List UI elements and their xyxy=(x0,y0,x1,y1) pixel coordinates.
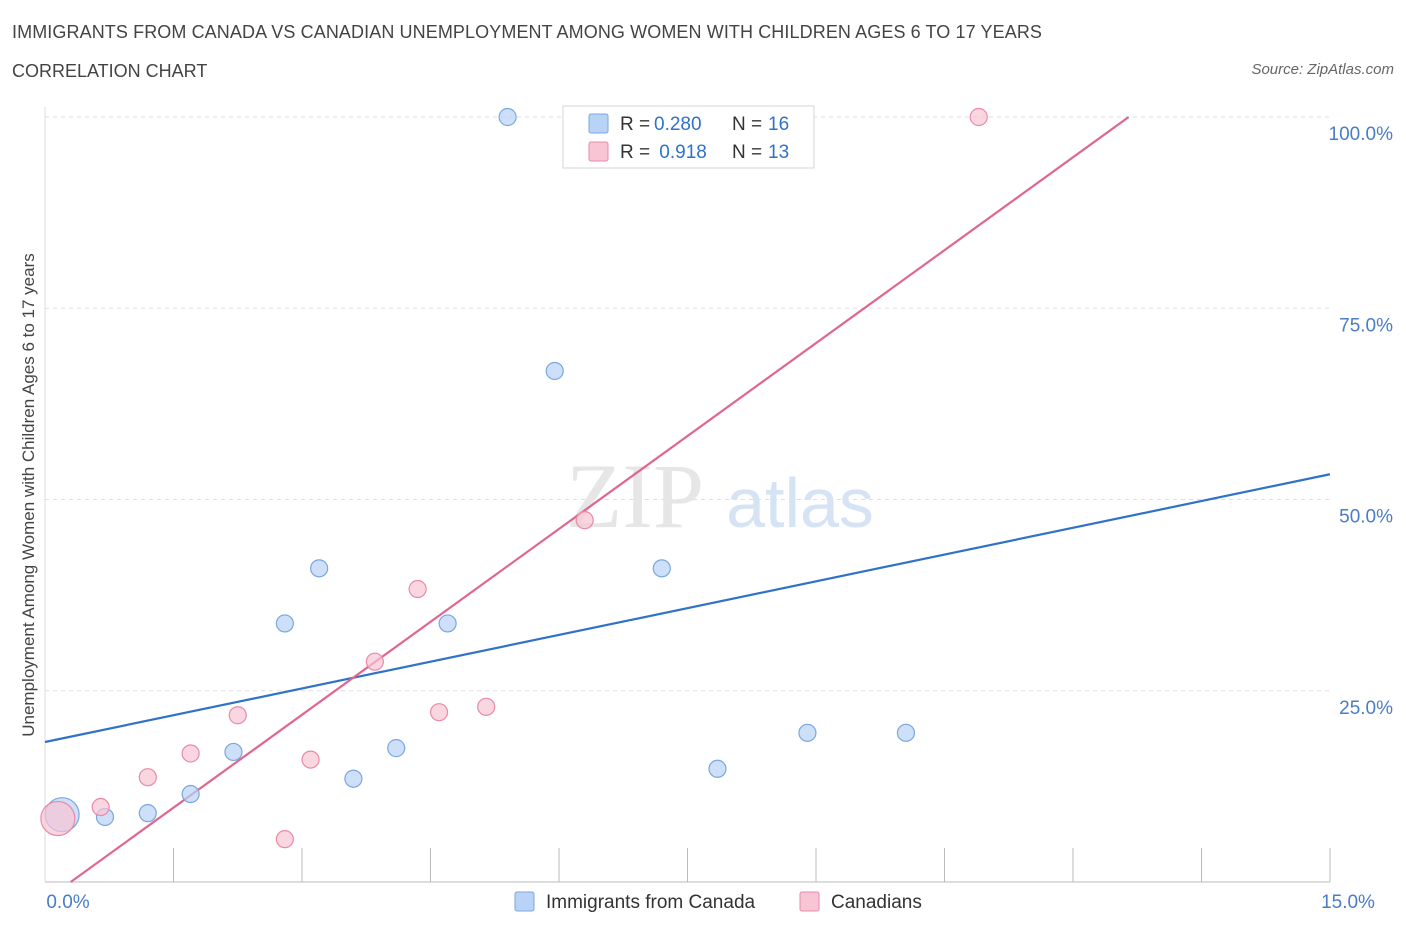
legend-label-immigrants: Immigrants from Canada xyxy=(546,892,756,913)
data-point-canadians xyxy=(429,703,449,722)
stats-legend-r-value: 0.918 xyxy=(654,142,707,163)
watermark-zip: ZIP xyxy=(566,445,704,547)
data-point-immigrants xyxy=(310,559,329,578)
trendlines xyxy=(44,116,1331,883)
data-point-canadians xyxy=(91,797,110,817)
data-point-immigrants xyxy=(438,614,457,633)
y-tick-label: 75.0% xyxy=(1339,315,1393,336)
data-point-canadians xyxy=(181,744,200,763)
y-axis-tick-labels: 25.0% 50.0% 75.0% 100.0% xyxy=(1329,124,1394,719)
stats-legend-n-label: N = xyxy=(732,114,762,135)
data-point-canadians xyxy=(228,706,247,725)
watermark-atlas: atlas xyxy=(726,464,874,542)
trendline-immigrants xyxy=(44,473,1331,744)
data-point-canadians xyxy=(477,697,496,716)
data-point-immigrants xyxy=(138,804,157,823)
data-point-canadians xyxy=(408,579,427,599)
data-point-canadians xyxy=(365,652,384,671)
series-legend: Immigrants from Canada Canadians xyxy=(514,891,922,913)
data-point-immigrants xyxy=(181,784,200,804)
y-axis-label: Unemployment Among Women with Children A… xyxy=(19,253,38,737)
data-point-canadians xyxy=(40,800,76,837)
source-credit: Source: ZipAtlas.com xyxy=(1251,61,1394,78)
data-point-immigrants xyxy=(896,723,916,742)
x-tick-label: 0.0% xyxy=(46,892,89,913)
data-point-immigrants xyxy=(652,559,671,578)
stats-legend-r-label: R = xyxy=(620,114,650,135)
legend-swatch-immigrants xyxy=(514,891,535,912)
data-points xyxy=(40,107,988,849)
x-axis-ticks xyxy=(173,848,1331,882)
data-point-canadians xyxy=(969,107,988,127)
legend-swatch-canadians xyxy=(799,891,820,912)
data-point-immigrants xyxy=(708,759,727,778)
legend-label-canadians: Canadians xyxy=(831,892,922,913)
x-tick-label: 15.0% xyxy=(1321,892,1375,913)
chart-subtitle: CORRELATION CHART xyxy=(12,61,208,81)
data-point-canadians xyxy=(275,830,294,849)
data-point-immigrants xyxy=(798,723,817,742)
data-point-canadians xyxy=(301,750,320,769)
data-point-immigrants xyxy=(498,107,517,127)
stats-legend-n-value: 16 xyxy=(768,114,789,135)
data-point-canadians xyxy=(138,768,157,787)
stats-legend-n-label: N = xyxy=(732,142,762,163)
data-point-immigrants xyxy=(344,769,363,788)
y-tick-label: 25.0% xyxy=(1339,698,1393,719)
gridlines xyxy=(45,116,1330,692)
data-point-immigrants xyxy=(545,361,564,381)
chart-title: IMMIGRANTS FROM CANADA VS CANADIAN UNEMP… xyxy=(12,22,1043,42)
data-point-immigrants xyxy=(387,739,406,758)
stats-legend-swatch-pink xyxy=(588,141,609,162)
y-tick-label: 50.0% xyxy=(1339,507,1393,528)
data-point-immigrants xyxy=(275,614,294,633)
stats-legend-r-label: R = xyxy=(620,142,650,163)
watermark: ZIP atlas xyxy=(566,445,874,547)
stats-legend: R = 0.280 N = 16 R = 0.918 N = 13 xyxy=(562,105,815,169)
stats-legend-r-value: 0.280 xyxy=(654,114,702,135)
data-point-canadians xyxy=(575,511,594,530)
stats-legend-swatch-blue xyxy=(588,113,609,134)
trendline-canadians xyxy=(70,116,1130,883)
y-tick-label: 100.0% xyxy=(1329,124,1394,145)
data-point-immigrants xyxy=(224,742,243,762)
x-axis-tick-labels: 0.0% 15.0% xyxy=(46,892,1375,913)
stats-legend-n-value: 13 xyxy=(768,142,789,163)
